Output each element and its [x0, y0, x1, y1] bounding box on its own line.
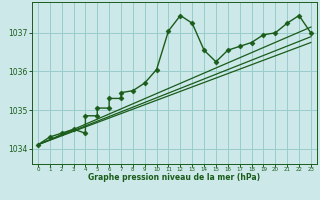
X-axis label: Graphe pression niveau de la mer (hPa): Graphe pression niveau de la mer (hPa)	[88, 173, 260, 182]
